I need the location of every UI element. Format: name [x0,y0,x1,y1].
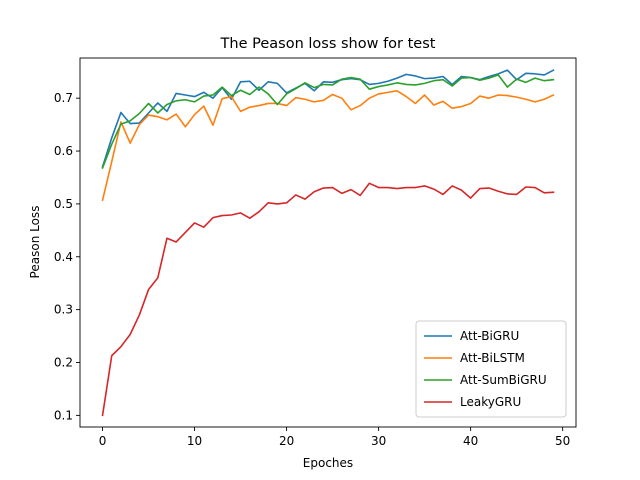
x-tick-label-1: 10 [187,434,202,448]
x-tick-label-5: 50 [555,434,570,448]
y-axis: 0.1 0.2 0.3 0.4 0.5 0.6 0.7 [54,91,80,422]
legend-box [415,320,567,418]
chart-title: The Peason loss show for test [220,36,436,52]
legend-label-0: Att-BiGRU [460,329,519,343]
legend: Att-BiGRU Att-BiLSTM Att-SumBiGRU LeakyGRU [415,320,567,418]
x-tick-label-0: 0 [99,434,107,448]
y-tick-label-1: 0.2 [54,356,73,370]
y-tick-label-5: 0.6 [54,144,73,158]
x-axis: 0 10 20 30 40 50 [99,427,570,448]
series-line-3 [101,182,555,417]
y-tick-label-2: 0.3 [54,303,73,317]
y-tick-label-4: 0.5 [54,197,73,211]
series-line-2 [101,74,555,169]
x-tick-label-4: 40 [463,434,478,448]
y-tick-label-6: 0.7 [54,91,73,105]
y-tick-label-0: 0.1 [54,408,73,422]
x-tick-label-3: 30 [371,434,386,448]
legend-label-2: Att-SumBiGRU [460,373,547,387]
series-layer [101,69,555,417]
y-axis-label: Peason Loss [28,206,42,279]
x-tick-label-2: 20 [279,434,294,448]
y-tick-label-3: 0.4 [54,250,73,264]
plot-frame [79,57,577,428]
x-axis-label: Epoches [303,456,353,470]
legend-label-3: LeakyGRU [460,395,521,409]
legend-label-1: Att-BiLSTM [460,351,525,365]
series-line-1 [101,89,555,202]
